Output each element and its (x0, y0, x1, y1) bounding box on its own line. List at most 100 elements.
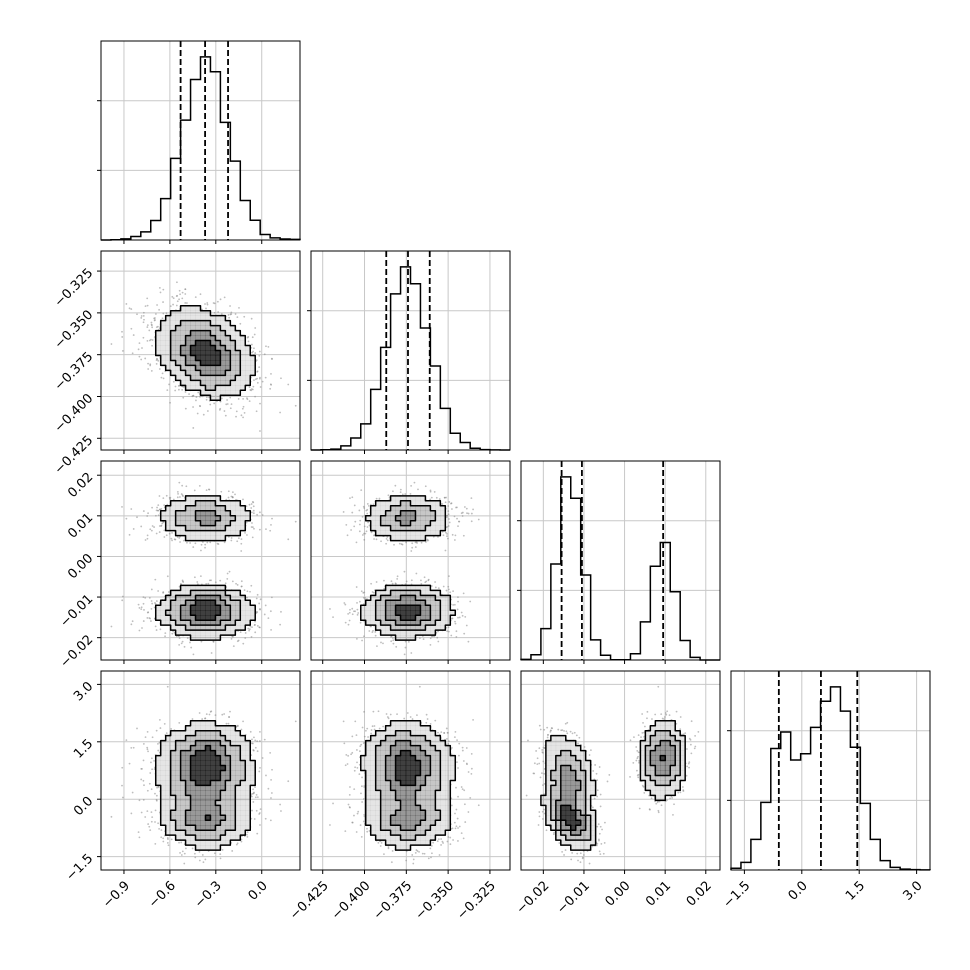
density-cell (445, 595, 451, 601)
density-cell (415, 755, 421, 761)
density-cell (195, 305, 201, 311)
density-cell (400, 520, 406, 526)
scatter-point (241, 407, 244, 410)
density-cell (220, 815, 226, 821)
density-cell (175, 315, 181, 321)
density-cell (420, 590, 426, 596)
density-cell (155, 775, 161, 781)
density-cell (580, 775, 586, 781)
scatter-point (194, 542, 197, 545)
scatter-point (429, 643, 432, 646)
density-cell (175, 730, 181, 736)
density-cell (545, 815, 552, 821)
density-cell (220, 770, 226, 776)
scatter-point (160, 507, 163, 510)
density-cell (390, 630, 396, 636)
x-tick-label-2-3: 0.01 (643, 878, 674, 909)
scatter-point (242, 405, 245, 408)
scatter-point (373, 538, 375, 540)
density-cell (440, 790, 446, 796)
density-cell (180, 765, 186, 771)
density-cell (430, 525, 436, 531)
density-cell (170, 370, 176, 376)
scatter-point (131, 620, 134, 623)
scatter-point (458, 616, 461, 619)
density-cell (395, 785, 401, 791)
contour-3-2-2 (555, 739, 676, 836)
density-cell (360, 610, 367, 616)
scatter-point (171, 632, 174, 635)
density-cell (210, 755, 216, 761)
density-cell (215, 750, 221, 756)
scatter-point (178, 537, 181, 539)
scatter-point (223, 541, 226, 544)
density-cell (225, 360, 231, 366)
scatter-point (364, 597, 367, 599)
scatter-point (138, 836, 141, 839)
density-cell (205, 725, 211, 731)
scatter-point (239, 322, 242, 325)
scatter-point (176, 281, 178, 284)
density-cell (185, 725, 191, 731)
density-cell (185, 385, 191, 391)
scatter-point (151, 602, 154, 605)
density-cell (165, 830, 171, 836)
density-cell (195, 635, 201, 641)
scatter-point (140, 317, 143, 319)
scatter-point (264, 604, 267, 607)
density-cell (215, 730, 221, 736)
scatter-point (436, 636, 439, 639)
scatter-point (342, 511, 345, 513)
scatter-point (154, 317, 156, 319)
density-cell (195, 380, 201, 386)
density-cell (185, 365, 191, 371)
density-cell (670, 775, 676, 781)
scatter-point (608, 774, 611, 776)
scatter-point (366, 598, 368, 600)
scatter-point (144, 539, 147, 541)
scatter-point (179, 293, 181, 296)
density-cell (225, 805, 231, 811)
density-cell (370, 510, 376, 517)
density-cell (240, 360, 246, 366)
density-cell (175, 520, 181, 526)
density-cell (445, 785, 451, 791)
density-cell (180, 360, 186, 366)
density-cell (210, 345, 216, 351)
scatter-point (445, 531, 447, 534)
scatter-point (189, 641, 191, 644)
density-cell (550, 815, 557, 821)
density-cell (200, 500, 206, 507)
density-cell (190, 500, 196, 507)
density-cell (200, 835, 206, 841)
density-cell (225, 760, 231, 766)
scatter-point (248, 503, 251, 506)
density-cell (385, 820, 391, 826)
density-cell (190, 610, 196, 616)
scatter-point (167, 591, 170, 593)
density-cell (575, 810, 581, 816)
scatter-point (256, 625, 259, 627)
scatter-point (121, 766, 124, 769)
scatter-point (248, 400, 251, 402)
y-tick-label-2-3: 0.01 (65, 511, 96, 542)
density-cell (400, 725, 406, 731)
scatter-point (378, 497, 381, 500)
scatter-point (231, 850, 234, 852)
density-cell (160, 810, 166, 816)
density-cell (225, 515, 231, 521)
density-cell (555, 835, 562, 841)
scatter-point (675, 710, 678, 713)
density-cell (420, 620, 426, 626)
scatter-point (242, 397, 244, 400)
scatter-point (167, 844, 170, 847)
density-cell (370, 735, 376, 741)
density-cell (160, 620, 166, 626)
density-cell (190, 350, 196, 356)
density-cell (365, 785, 371, 791)
scatter-point (426, 539, 429, 542)
scatter-point (346, 763, 349, 765)
scatter-point (250, 742, 253, 745)
density-cell (220, 825, 226, 831)
density-cell (225, 615, 231, 621)
